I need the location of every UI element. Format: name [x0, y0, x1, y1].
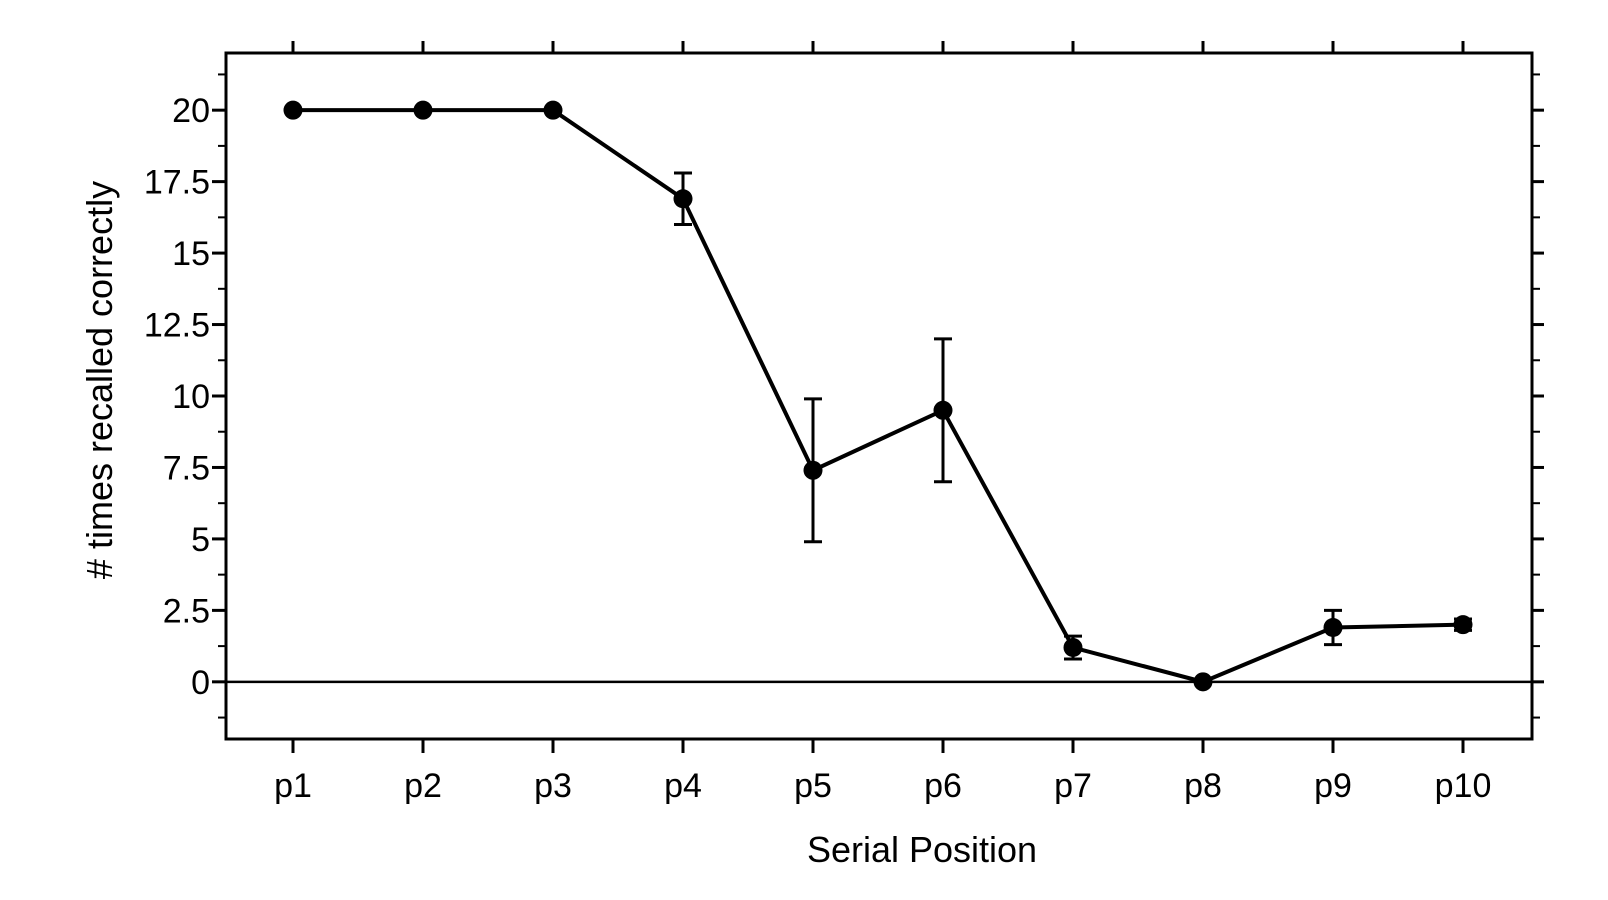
series-line: [293, 108, 1464, 684]
y-tick-label: 20: [172, 92, 210, 130]
data-point: [1063, 638, 1083, 658]
data-points: [283, 100, 1473, 692]
x-tick-label: p2: [404, 767, 442, 805]
y-tick-label: 5: [191, 521, 210, 559]
data-point: [543, 100, 563, 120]
x-tick-label: p8: [1184, 767, 1222, 805]
x-tick-label: p6: [924, 767, 962, 805]
data-point: [283, 100, 303, 120]
y-axis-ticks: 0 2.5 5 7.5 10 12.5 15 17.5 20: [144, 92, 1544, 702]
data-point: [1193, 672, 1213, 692]
y-tick-label: 10: [172, 378, 210, 416]
data-point: [1323, 618, 1343, 638]
y-tick-label: 0: [191, 664, 210, 702]
x-axis-ticks: p1 p2 p3 p4 p5 p6 p7 p8 p9 p10: [274, 41, 1491, 805]
y-tick-label: 15: [172, 235, 210, 273]
data-point: [803, 460, 823, 480]
y-tick-label: 2.5: [163, 592, 210, 630]
data-point: [673, 189, 693, 209]
y-tick-label: 7.5: [163, 449, 210, 487]
x-tick-label: p5: [794, 767, 832, 805]
y-tick-label: 17.5: [144, 164, 210, 202]
y-tick-label: 12.5: [144, 307, 210, 345]
x-tick-label: p4: [664, 767, 702, 805]
x-tick-label: p10: [1435, 767, 1492, 805]
data-point: [1453, 615, 1473, 635]
x-tick-label: p1: [274, 767, 312, 805]
x-tick-label: p7: [1054, 767, 1092, 805]
x-axis-title: Serial Position: [807, 829, 1037, 870]
minor-ticks: [218, 73, 1540, 719]
data-point: [933, 400, 953, 420]
x-tick-label: p9: [1314, 767, 1352, 805]
data-point: [413, 100, 433, 120]
y-axis-title: # times recalled correctly: [79, 181, 120, 579]
x-tick-label: p3: [534, 767, 572, 805]
error-bars: [674, 171, 1472, 661]
